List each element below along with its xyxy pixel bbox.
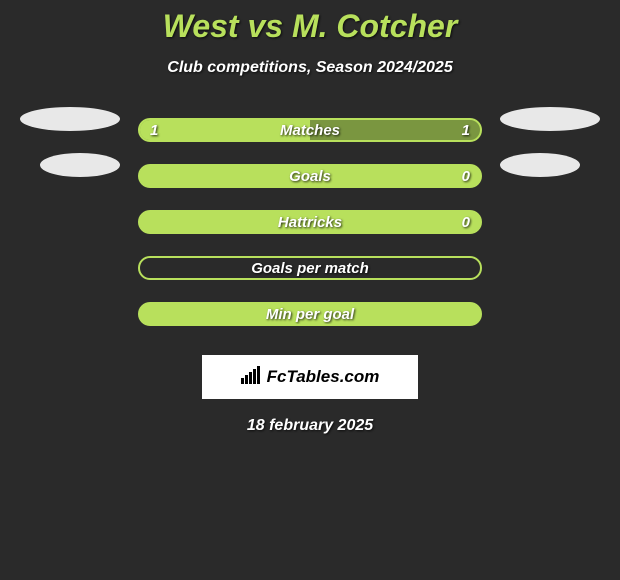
- stat-row: Min per goal: [10, 291, 610, 337]
- stat-bar: Min per goal: [138, 302, 482, 326]
- stat-label: Goals per match: [140, 258, 480, 278]
- player-left-ellipse: [20, 107, 120, 131]
- stat-bar: Goals per match: [138, 256, 482, 280]
- logo-text: FcTables.com: [267, 367, 380, 387]
- stat-row: 0Goals: [10, 153, 610, 199]
- comparison-infographic: West vs M. Cotcher Club competitions, Se…: [0, 0, 620, 580]
- stat-row: 11Matches: [10, 107, 610, 153]
- chart-area: 11Matches 0Goals 0Hattricks Goals per match…: [0, 107, 620, 337]
- player-right-ellipse: [500, 107, 600, 131]
- logo-box: FcTables.com: [202, 355, 418, 399]
- logo: FcTables.com: [241, 366, 380, 389]
- stat-label: Min per goal: [140, 304, 480, 324]
- stat-label: Matches: [140, 120, 480, 140]
- stat-row: Goals per match: [10, 245, 610, 291]
- stat-bar: 11Matches: [138, 118, 482, 142]
- footer-date: 18 february 2025: [0, 417, 620, 435]
- player-left-ellipse: [40, 153, 120, 177]
- stat-row: 0Hattricks: [10, 199, 610, 245]
- page-subtitle: Club competitions, Season 2024/2025: [0, 59, 620, 77]
- stat-label: Goals: [140, 166, 480, 186]
- stat-bar: 0Hattricks: [138, 210, 482, 234]
- stat-label: Hattricks: [140, 212, 480, 232]
- player-right-ellipse: [500, 153, 580, 177]
- stat-bar: 0Goals: [138, 164, 482, 188]
- page-title: West vs M. Cotcher: [0, 0, 620, 45]
- bars-icon: [241, 366, 263, 389]
